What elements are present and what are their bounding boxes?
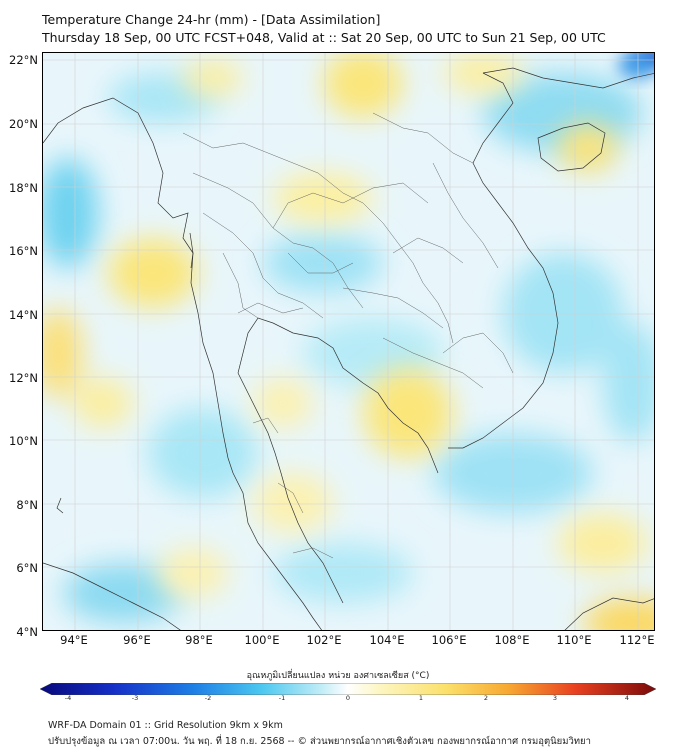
model-info: WRF-DA Domain 01 :: Grid Resolution 9km … bbox=[48, 720, 283, 731]
lon-label-94e: 94°E bbox=[60, 633, 88, 647]
warming-patches bbox=[43, 53, 654, 630]
lat-label-8n: 8°N bbox=[16, 498, 38, 512]
colorbar-tick-3: 3 bbox=[552, 694, 558, 702]
admin-borders bbox=[182, 112, 514, 559]
colorbar-tick-neg2: -2 bbox=[204, 694, 212, 702]
lon-label-98e: 98°E bbox=[185, 633, 213, 647]
lon-label-112e: 112°E bbox=[619, 633, 655, 647]
lat-label-16n: 16°N bbox=[9, 244, 38, 258]
lon-label-104e: 104°E bbox=[369, 633, 405, 647]
colorbar-tick-2: 2 bbox=[483, 694, 489, 702]
lat-label-4n: 4°N bbox=[16, 625, 38, 639]
colorbar-title: อุณหภูมิเปลี่ยนแปลง หน่วย องศาเซลเซียส (… bbox=[246, 671, 430, 681]
lat-label-12n: 12°N bbox=[9, 371, 38, 385]
lat-label-14n: 14°N bbox=[9, 308, 38, 322]
lon-label-110e: 110°E bbox=[556, 633, 592, 647]
lon-label-102e: 102°E bbox=[306, 633, 342, 647]
update-credit: ปรับปรุงข้อมูล ณ เวลา 07:00น. วัน พฤ. ที… bbox=[48, 736, 591, 747]
colorbar-tick-4: 4 bbox=[624, 694, 630, 702]
temperature-field-map bbox=[43, 53, 654, 630]
colorbar-tick-neg4: -4 bbox=[64, 694, 72, 702]
lon-label-96e: 96°E bbox=[123, 633, 151, 647]
lat-label-10n: 10°N bbox=[9, 434, 38, 448]
map-title: Temperature Change 24-hr (mm) - [Data As… bbox=[42, 12, 381, 27]
lon-label-108e: 108°E bbox=[494, 633, 530, 647]
lat-label-18n: 18°N bbox=[9, 181, 38, 195]
colorbar-tick-neg1: -1 bbox=[278, 694, 286, 702]
colorbar-tick-0: 0 bbox=[345, 694, 351, 702]
map-subtitle: Thursday 18 Sep, 00 UTC FCST+048, Valid … bbox=[42, 30, 606, 45]
lon-label-106e: 106°E bbox=[431, 633, 467, 647]
lat-label-6n: 6°N bbox=[16, 561, 38, 575]
coastlines bbox=[43, 67, 654, 630]
colorbar bbox=[39, 680, 657, 696]
gridlines bbox=[43, 53, 654, 630]
map-area bbox=[42, 52, 655, 631]
lon-label-100e: 100°E bbox=[244, 633, 280, 647]
colorbar-tick-1: 1 bbox=[418, 694, 424, 702]
lat-label-20n: 20°N bbox=[9, 117, 38, 131]
lat-label-22n: 22°N bbox=[9, 53, 38, 67]
colorbar-tick-neg3: -3 bbox=[131, 694, 139, 702]
strong-cooling-patch bbox=[618, 53, 654, 79]
